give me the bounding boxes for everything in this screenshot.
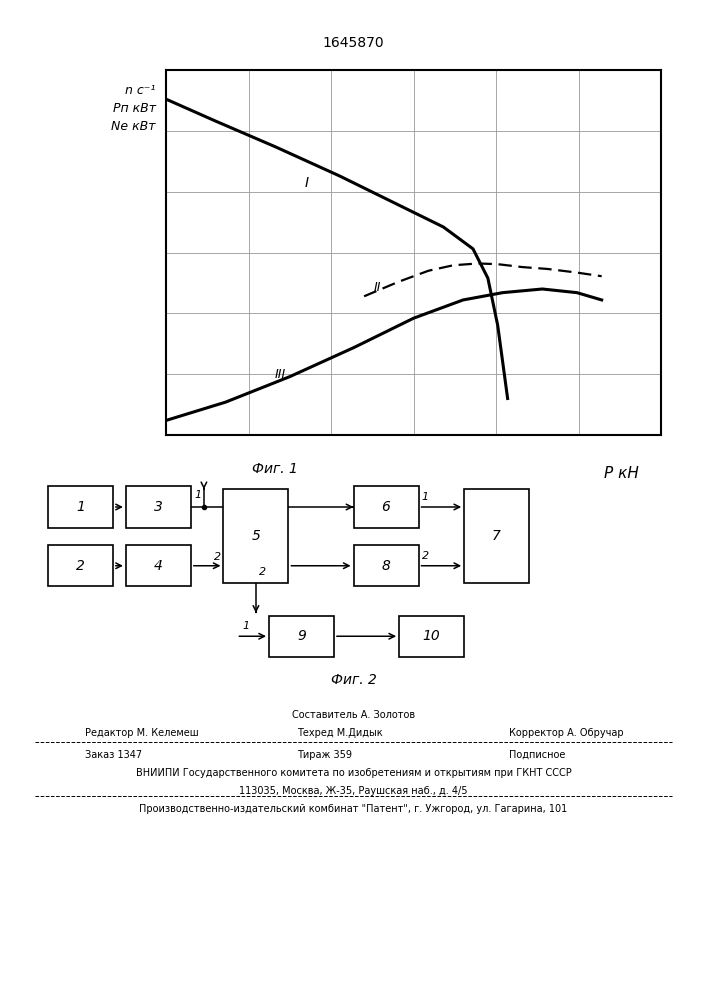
Text: Корректор А. Обручар: Корректор А. Обручар xyxy=(509,728,624,738)
Text: 2: 2 xyxy=(214,552,221,562)
Text: Производственно-издательский комбинат "Патент", г. Ужгород, ул. Гагарина, 101: Производственно-издательский комбинат "П… xyxy=(139,804,568,814)
Text: 6: 6 xyxy=(382,500,390,514)
Text: 2: 2 xyxy=(259,567,267,577)
Text: P кН: P кН xyxy=(604,466,639,481)
Text: 3: 3 xyxy=(154,500,163,514)
Text: 10: 10 xyxy=(423,629,440,643)
Text: Составитель А. Золотов: Составитель А. Золотов xyxy=(292,710,415,720)
Text: 113035, Москва, Ж-35, Раушская наб., д. 4/5: 113035, Москва, Ж-35, Раушская наб., д. … xyxy=(239,786,468,796)
Text: Тираж 359: Тираж 359 xyxy=(297,750,352,760)
Text: Pп кВт: Pп кВт xyxy=(112,102,156,115)
Bar xyxy=(354,545,419,586)
Bar xyxy=(223,489,288,583)
Text: 1: 1 xyxy=(422,492,429,502)
Text: 5: 5 xyxy=(252,529,260,543)
Bar xyxy=(464,489,529,583)
Text: ВНИИПИ Государственного комитета по изобретениям и открытиям при ГКНТ СССР: ВНИИПИ Государственного комитета по изоб… xyxy=(136,768,571,778)
Bar xyxy=(354,486,419,528)
Text: 4: 4 xyxy=(154,559,163,573)
Bar xyxy=(269,616,334,657)
Bar xyxy=(126,545,191,586)
Text: III: III xyxy=(275,368,286,381)
Text: 1645870: 1645870 xyxy=(322,36,385,50)
Text: 8: 8 xyxy=(382,559,390,573)
Text: 7: 7 xyxy=(492,529,501,543)
Text: 2: 2 xyxy=(422,551,429,561)
Bar xyxy=(48,486,113,528)
Text: Фиг. 1: Фиг. 1 xyxy=(252,462,298,476)
Text: II: II xyxy=(374,281,382,294)
Text: Заказ 1347: Заказ 1347 xyxy=(85,750,142,760)
Text: 2: 2 xyxy=(76,559,85,573)
Text: 1: 1 xyxy=(76,500,85,514)
Bar xyxy=(48,545,113,586)
Text: 1: 1 xyxy=(194,490,201,500)
Text: Фиг. 2: Фиг. 2 xyxy=(331,673,376,687)
Text: 1: 1 xyxy=(243,621,250,631)
Text: n с⁻¹: n с⁻¹ xyxy=(125,84,156,97)
Text: I: I xyxy=(305,176,309,190)
Text: Nе кВт: Nе кВт xyxy=(111,120,156,133)
Bar xyxy=(399,616,464,657)
Text: Техред М.Дидык: Техред М.Дидык xyxy=(297,728,382,738)
Text: Редактор М. Келемеш: Редактор М. Келемеш xyxy=(85,728,199,738)
Text: 9: 9 xyxy=(297,629,306,643)
Text: Подписное: Подписное xyxy=(509,750,566,760)
Bar xyxy=(126,486,191,528)
